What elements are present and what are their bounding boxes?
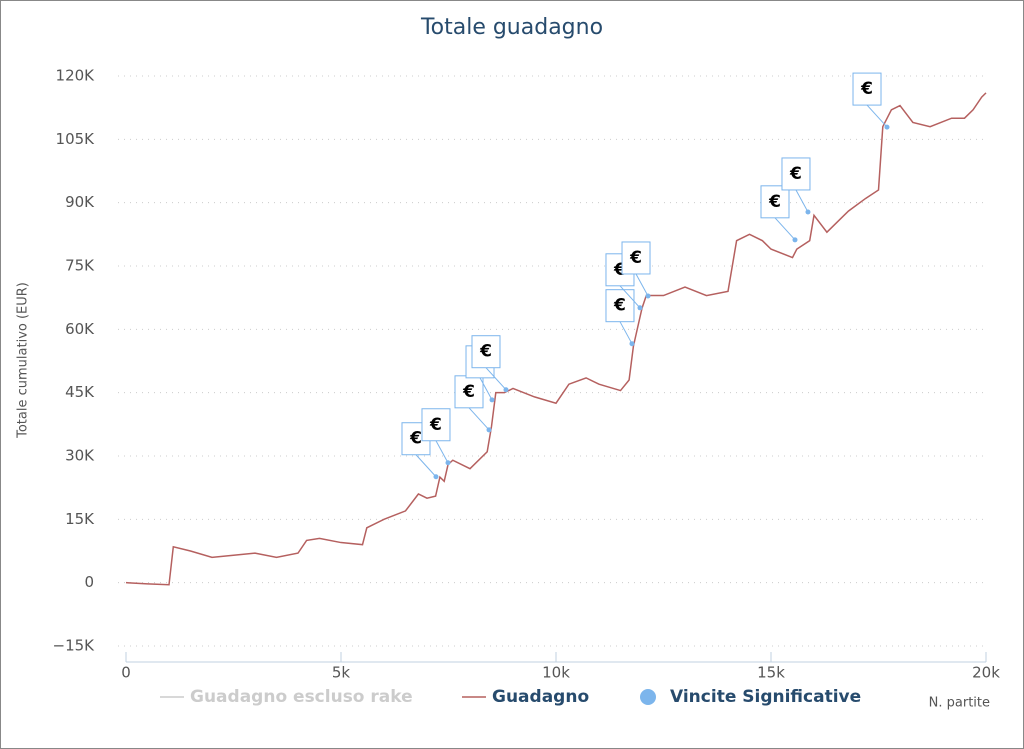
win-point — [792, 237, 798, 243]
flag-label: € — [860, 79, 873, 99]
flag-connector — [795, 189, 809, 213]
win-point — [637, 305, 643, 311]
flag-connector — [485, 367, 507, 391]
win-point — [445, 460, 451, 466]
y-axis-label: Totale cumulativo (EUR) — [16, 282, 31, 439]
flag-connector — [774, 217, 796, 241]
x-tick-label: 10k — [542, 664, 570, 682]
win-point — [645, 293, 651, 299]
flag-label: € — [409, 429, 422, 449]
legend-item[interactable]: Vincite Significative — [640, 687, 861, 707]
y-tick-label: 90K — [65, 193, 95, 211]
y-tick-label: −15K — [53, 637, 96, 655]
line-series — [125, 92, 987, 586]
win-point — [486, 427, 492, 433]
flag-box — [454, 375, 484, 409]
win-point — [489, 397, 495, 403]
legend-symbol — [640, 689, 656, 705]
y-tick-label: 15K — [65, 510, 95, 528]
x-tick-label: 5k — [332, 664, 351, 682]
flag-box — [781, 157, 811, 191]
y-tick-label: 75K — [65, 257, 95, 275]
flag-label: € — [479, 342, 492, 362]
win-point — [503, 387, 509, 393]
legend-label: Guadagno escluso rake — [190, 687, 413, 707]
x-tick-label: 15k — [757, 664, 785, 682]
flag-label: € — [462, 382, 475, 402]
y-tick-label: 120K — [56, 67, 96, 85]
win-point — [433, 474, 439, 480]
flag-connector — [619, 321, 633, 344]
flag-connector — [479, 377, 493, 401]
legend-label: Guadagno — [492, 687, 589, 707]
flag-box — [621, 241, 651, 275]
flag-connector — [435, 440, 449, 463]
flag-label: € — [613, 296, 626, 316]
flag-box — [605, 289, 635, 323]
flag-label: € — [629, 248, 642, 268]
legend-label: Vincite Significative — [670, 687, 861, 707]
win-point — [629, 341, 635, 347]
flag-connector — [415, 454, 437, 478]
flag-connector — [619, 285, 641, 309]
y-tick-label: 45K — [65, 383, 95, 401]
flag-box — [471, 335, 501, 369]
x-tick-label: 0 — [121, 664, 131, 682]
flag-box — [760, 185, 790, 219]
chart-title: Totale guadagno — [420, 15, 603, 40]
win-point — [805, 209, 811, 215]
legend-item[interactable]: Guadagno escluso rake — [160, 687, 413, 707]
flag-box — [421, 408, 451, 442]
flag-label: € — [429, 415, 442, 435]
win-point — [884, 124, 890, 130]
flag-connector — [635, 273, 649, 297]
x-tick-label: 20k — [972, 664, 1000, 682]
flag-box — [852, 72, 882, 106]
x-axis-label: N. partite — [929, 696, 990, 711]
flag-label: € — [789, 164, 802, 184]
flag-connector — [866, 104, 888, 128]
y-tick-label: 105K — [56, 130, 96, 148]
y-tick-label: 0 — [84, 573, 94, 591]
y-tick-label: 60K — [65, 320, 95, 338]
legend-item[interactable]: Guadagno — [462, 687, 589, 707]
y-tick-label: 30K — [65, 447, 95, 465]
flag-connector — [468, 407, 490, 431]
flag-label: € — [768, 192, 781, 212]
